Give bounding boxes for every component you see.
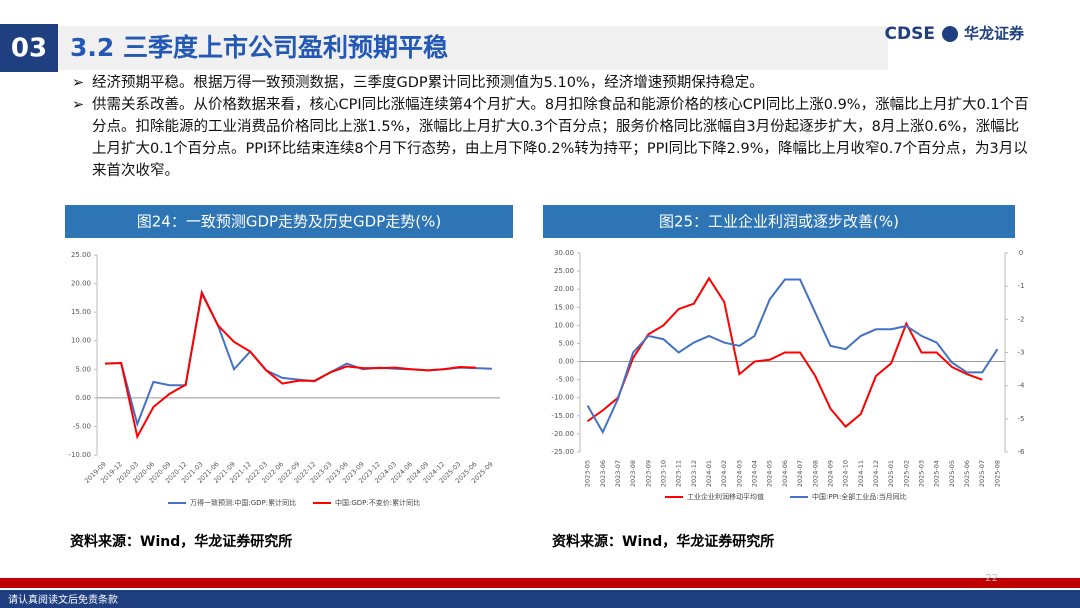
- x-tick-label: 2024-12: [872, 460, 880, 487]
- y-tick-label: 20.00: [554, 285, 574, 293]
- section-box: [0, 24, 58, 72]
- bullet: 经济预期平稳。根据万得一致预测数据，三季度GDP累计同比预测值为5.10%，经济…: [70, 72, 1030, 94]
- x-tick-label: 2024-11: [857, 460, 865, 487]
- footer-blue: [0, 590, 1080, 608]
- y2-tick-label: -5: [1018, 415, 1025, 423]
- slide-title: 3.2 三季度上市公司盈利预期平稳: [70, 33, 448, 62]
- y-tick-label: 15.00: [554, 303, 574, 311]
- x-tick-label: 2024-09: [826, 460, 834, 487]
- legend-label: 中国:GDP:不变价:累计同比: [335, 498, 420, 507]
- y2-tick-label: -1: [1018, 282, 1025, 290]
- x-tick-label: 2024-02: [720, 460, 728, 487]
- x-tick-label: 2024-07: [796, 460, 804, 487]
- y2-tick-label: -3: [1018, 349, 1025, 357]
- legend-label: 工业企业利润移动平均值: [687, 492, 764, 501]
- source: 资料来源：Wind，华龙证券研究所: [70, 533, 292, 550]
- y-tick-label: 25.00: [554, 267, 574, 275]
- bullet: 供需关系改善。从价格数据来看，核心CPI同比涨幅连续第4个月扩大。8月扣除食品和…: [70, 94, 1030, 182]
- y2-tick-label: 0: [1019, 249, 1023, 257]
- series-line: [587, 276, 983, 429]
- y-tick-label: 10.00: [71, 337, 91, 345]
- y-tick-label: -5.00: [556, 376, 574, 384]
- footer-red: [0, 578, 1080, 588]
- x-tick-label: 2023-11: [675, 460, 683, 487]
- x-tick-label: 2025-06: [963, 460, 971, 487]
- series-line: [586, 278, 999, 435]
- y-tick-label: 0.00: [558, 358, 574, 366]
- y2-tick-label: -2: [1018, 315, 1025, 323]
- x-tick-label: 2024-05: [766, 460, 774, 487]
- x-tick-label: 2023-08: [629, 460, 637, 487]
- y-tick-label: -20.00: [551, 430, 574, 438]
- legend-label: 万得一致预测:中国:GDP:累计同比: [190, 498, 296, 507]
- x-tick-label: 2024-04: [751, 460, 759, 487]
- x-tick-label: 2025-02: [902, 460, 910, 487]
- x-tick-label: 2025-01: [887, 460, 895, 487]
- bullets: 经济预期平稳。根据万得一致预测数据，三季度GDP累计同比预测值为5.10%，经济…: [70, 72, 1030, 182]
- chart-title-bar: [543, 205, 1015, 238]
- x-tick-label: 2024-06: [781, 460, 789, 487]
- y-tick-label: 20.00: [71, 280, 91, 288]
- title-band: [58, 26, 888, 70]
- x-tick-label: 2024-03: [735, 460, 743, 487]
- legend-label: 中国:PPI:全部工业品:当月同比: [812, 492, 907, 501]
- chart-title: 图25：工业企业利润或逐步改善(%): [659, 213, 899, 231]
- y-tick-label: -15.00: [551, 412, 574, 420]
- page-number: 22: [985, 573, 998, 584]
- chart-title: 图24：一致预测GDP走势及历史GDP走势(%): [137, 213, 441, 231]
- x-tick-label: 2024-08: [811, 460, 819, 487]
- y-tick-label: 5.00: [75, 365, 91, 373]
- x-tick-label: 2024-10: [842, 460, 850, 487]
- x-tick-label: 2023-06: [599, 460, 607, 487]
- logo-cn: 华龙证券: [964, 25, 1025, 43]
- y-tick-label: -10.00: [551, 394, 574, 402]
- x-tick-label: 2023-07: [614, 460, 622, 487]
- y-tick-label: -25.00: [551, 448, 574, 456]
- chart-title-bar: [65, 205, 513, 238]
- section-number: 03: [11, 34, 47, 64]
- y-tick-label: -5.00: [73, 422, 91, 430]
- y2-tick-label: -6: [1018, 448, 1026, 456]
- x-tick-label: 2023-10: [659, 460, 667, 487]
- x-tick-label: 2025-04: [933, 460, 941, 487]
- y-tick-label: 25.00: [71, 251, 91, 259]
- logo-en: CDSE: [885, 24, 935, 44]
- disclaimer: 请认真阅读文后免责条款: [8, 593, 118, 606]
- x-tick-label: 2025-08: [993, 460, 1001, 487]
- x-tick-label: 2025-03: [918, 460, 926, 487]
- logo-icon: [942, 26, 958, 42]
- y-tick-label: 15.00: [71, 308, 91, 316]
- y2-tick-label: -4: [1018, 382, 1026, 390]
- y-tick-label: 30.00: [554, 249, 574, 257]
- series-line: [105, 288, 492, 428]
- x-tick-label: 2024-01: [705, 460, 713, 487]
- series-line: [105, 290, 476, 440]
- x-tick-label: 2023-12: [690, 460, 698, 487]
- x-tick-label: 2023-09: [644, 460, 652, 487]
- y-tick-label: 0.00: [75, 394, 91, 402]
- y-tick-label: 10.00: [554, 321, 574, 329]
- x-tick-label: 2025-05: [948, 460, 956, 487]
- source: 资料来源：Wind，华龙证券研究所: [552, 533, 774, 550]
- x-tick-label: 2023-05: [584, 460, 592, 487]
- y-tick-label: 5.00: [558, 339, 574, 347]
- x-tick-label: 2025-07: [978, 460, 986, 487]
- y-tick-label: -10.00: [68, 451, 91, 459]
